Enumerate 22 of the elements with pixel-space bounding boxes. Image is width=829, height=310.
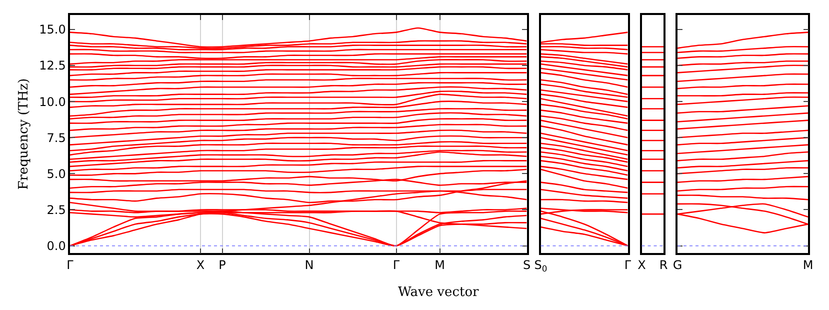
x-tick-label: M <box>802 258 814 272</box>
x-tick-label: Γ <box>624 258 632 272</box>
x-tick-label: R <box>659 258 668 272</box>
x-tick-label: X <box>196 258 205 272</box>
x-tick-label: S$_{0}$ <box>534 258 548 274</box>
x-tick-label: P <box>218 258 226 272</box>
x-tick-label: M <box>434 258 445 272</box>
y-axis-title: Frequency (THz) <box>16 78 32 190</box>
y-tick-label: 10.0 <box>39 94 66 109</box>
y-tick-label: 0.0 <box>46 238 66 253</box>
x-tick-label: N <box>304 258 314 272</box>
y-tick-label: 15.0 <box>39 22 66 37</box>
y-tick-label: 12.5 <box>39 58 66 73</box>
y-tick-label: 7.5 <box>46 130 66 145</box>
x-axis-title: Wave vector <box>398 285 480 300</box>
x-tick-label: Γ <box>66 258 74 272</box>
x-tick-label: X <box>638 258 646 272</box>
x-tick-label: S <box>522 258 531 272</box>
x-tick-label: Γ <box>392 258 400 272</box>
y-tick-label: 2.5 <box>46 202 66 217</box>
x-tick-label: G <box>672 258 682 272</box>
y-tick-label: 5.0 <box>46 166 66 181</box>
